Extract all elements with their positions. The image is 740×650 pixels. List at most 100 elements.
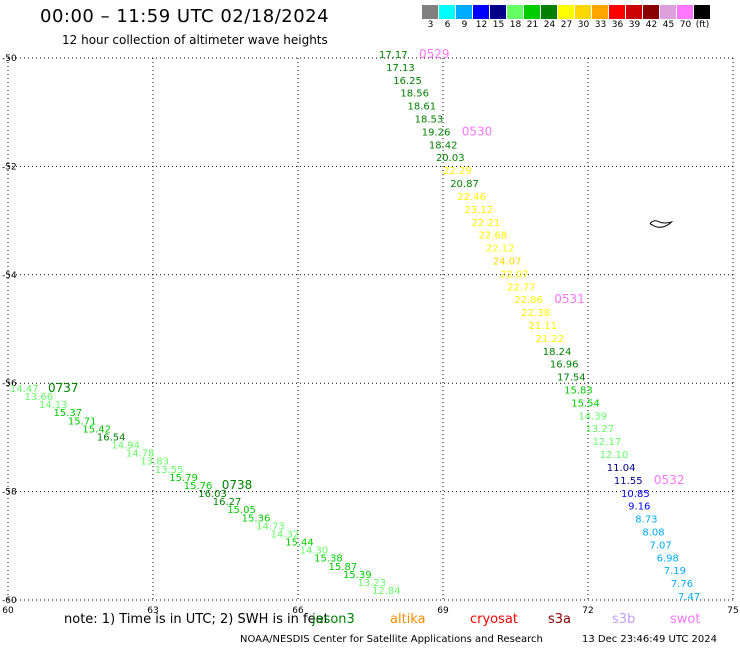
x-tick-label: 72 [582, 606, 593, 616]
legend-swatch [592, 5, 609, 19]
track-west-value: 14.30 [300, 546, 329, 557]
x-tick-label: 75 [727, 606, 738, 616]
track-east-value: 18.42 [429, 140, 458, 151]
legend-swatch [541, 5, 558, 19]
y-tick-label: -56 [2, 379, 17, 389]
track-east-value: 23.12 [464, 205, 493, 216]
track-west-time: 0738 [222, 478, 253, 492]
track-east-value: 17.17 [379, 50, 408, 61]
track-west-value: 15.79 [169, 473, 198, 484]
track-west-value: 15.05 [227, 505, 256, 516]
track-east-value: 7.07 [650, 540, 672, 551]
track-east-value: 18.53 [415, 115, 444, 126]
track-west-value: 14.47 [10, 384, 39, 395]
legend-label: 39 [628, 20, 641, 30]
page-title: 00:00 – 11:59 UTC 02/18/2024 [40, 6, 330, 27]
x-tick-label: 63 [147, 606, 158, 616]
track-west-value: 14.94 [111, 441, 140, 452]
track-east-value: 15.54 [571, 398, 600, 409]
legend-label: 18 [509, 20, 522, 30]
y-tick-label: -52 [2, 162, 17, 172]
island-outline [649, 220, 674, 228]
mission-altika: altika [390, 612, 426, 627]
legend-swatch [643, 5, 660, 19]
color-legend: 3 6 9 12 15 18 21 24 27 30 33 36 39 42 45 70 (ft) [422, 5, 711, 33]
footer-credit: NOAA/NESDIS Center for Satellite Applica… [240, 634, 543, 645]
track-east-value: 18.61 [407, 102, 436, 113]
page-subtitle: 12 hour collection of altimeter wave hei… [62, 33, 328, 47]
track-east-value: 8.73 [635, 515, 657, 526]
legend-swatch [439, 5, 456, 19]
legend-swatch [422, 5, 439, 19]
track-east-value: 11.04 [607, 463, 636, 474]
legend-swatch [575, 5, 592, 19]
track-west-value: 16.54 [97, 432, 126, 443]
legend-swatch [677, 5, 694, 19]
legend-label: 3 [427, 20, 434, 30]
legend-labels: 3 6 9 12 15 18 21 24 27 30 33 36 39 42 45 70 (ft) [422, 19, 711, 33]
legend-label: 9 [461, 20, 468, 30]
track-east-value: 7.19 [664, 566, 686, 577]
track-east-value: 22.46 [457, 192, 486, 203]
track-west-value: 15.44 [285, 538, 314, 549]
legend-label: 36 [611, 20, 624, 30]
note-row: note: 1) Time is in UTC; 2) SWH is in fe… [64, 612, 329, 627]
track-west-value: 15.42 [82, 424, 111, 435]
track-east-time: 0529 [419, 47, 450, 61]
track-west-value: 12.84 [372, 586, 401, 597]
track-west-value: 14.73 [256, 521, 285, 532]
track-east-value: 13.27 [585, 424, 614, 435]
y-tick-label: -50 [2, 54, 17, 64]
track-east-value: 22.77 [507, 282, 536, 293]
track-east-value: 22.07 [500, 269, 529, 280]
track-east-value: 8.08 [642, 527, 664, 538]
track-east-value: 22.38 [521, 308, 550, 319]
x-tick-label: 60 [2, 606, 14, 616]
track-east-value: 17.54 [557, 373, 586, 384]
legend-label: 45 [662, 20, 675, 30]
track-west-value: 15.38 [314, 554, 343, 565]
legend-swatch [660, 5, 677, 19]
track-west-value: 14.78 [126, 449, 155, 460]
track-east-value: 14.39 [578, 411, 607, 422]
track-west-time: 0737 [48, 381, 79, 395]
legend-swatch [609, 5, 626, 19]
track-west-value: 15.71 [68, 416, 97, 427]
track-east-value: 7.76 [671, 579, 693, 590]
legend-label: 24 [543, 20, 556, 30]
legend-swatch [456, 5, 473, 19]
track-east-value: 6.98 [657, 553, 679, 564]
track-east-value: 17.13 [386, 63, 415, 74]
legend-label: 12 [475, 20, 488, 30]
x-tick-label: 66 [292, 606, 304, 616]
track-east-value: 22.12 [486, 244, 515, 255]
track-west-value: 13.23 [358, 578, 387, 589]
track-west-value: 13.66 [24, 392, 53, 403]
track-east-time: 0530 [462, 124, 493, 138]
track-east-value: 15.83 [564, 386, 593, 397]
track-east-time: 0532 [654, 473, 685, 487]
legend-label: 30 [577, 20, 590, 30]
legend-color-bar [422, 5, 711, 19]
mission-cryosat: cryosat [470, 612, 518, 627]
track-east-value: 11.55 [614, 476, 643, 487]
track-east-time: 0531 [554, 292, 585, 306]
track-west-value: 15.37 [53, 408, 82, 419]
track-east-value: 21.22 [536, 334, 565, 345]
note-text: note: 1) Time is in UTC; 2) SWH is in fe… [64, 612, 329, 627]
track-east-value: 16.96 [550, 360, 579, 371]
track-east-value: 7.47 [678, 592, 700, 603]
y-tick-label: -60 [2, 596, 17, 606]
track-east-value: 12.17 [593, 437, 622, 448]
legend-label: 70 [679, 20, 692, 30]
legend-swatch [473, 5, 490, 19]
mission-swot: swot [670, 612, 701, 627]
footer-generated: 13 Dec 23:46:49 UTC 2024 [582, 634, 717, 645]
track-east-value: 21.11 [529, 321, 558, 332]
legend-label: 6 [444, 20, 451, 30]
track-east-value: 22.29 [443, 166, 472, 177]
legend-label: 27 [560, 20, 573, 30]
track-east-value: 22.68 [479, 231, 508, 242]
track-east-value: 22.21 [472, 218, 501, 229]
